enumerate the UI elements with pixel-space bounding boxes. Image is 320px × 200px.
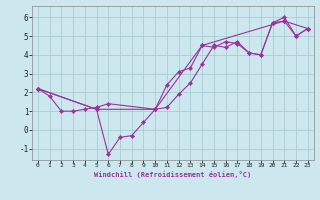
X-axis label: Windchill (Refroidissement éolien,°C): Windchill (Refroidissement éolien,°C) [94,171,252,178]
